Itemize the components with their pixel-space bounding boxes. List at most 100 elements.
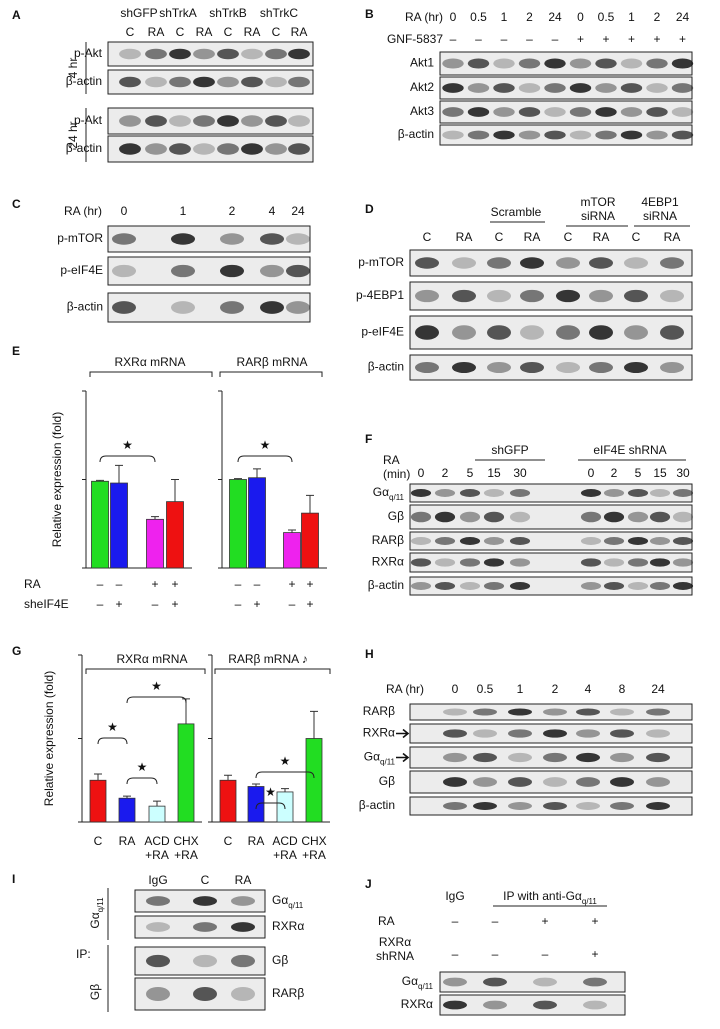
blot-band	[434, 558, 456, 567]
blot-band	[231, 986, 255, 1002]
blot-band	[286, 301, 310, 314]
arrow	[396, 752, 410, 763]
blot-strip	[439, 971, 626, 993]
blot-band	[288, 76, 310, 88]
lane-sign: +	[591, 914, 598, 928]
panel-label: E	[12, 344, 20, 358]
error-bar	[288, 529, 296, 533]
blot-strip	[107, 135, 314, 163]
label-line: ACD	[272, 834, 298, 848]
blot-band	[620, 58, 643, 69]
blot-band	[220, 264, 244, 278]
lane-sign: –	[492, 914, 499, 928]
row-label: Gβ	[388, 509, 404, 523]
lane-sign: +	[541, 914, 548, 928]
blot-band	[231, 896, 255, 906]
significance-star: ★	[260, 438, 271, 452]
blot-band	[217, 115, 239, 127]
bar	[305, 738, 323, 823]
error-bar	[253, 468, 261, 478]
chart-title: RXRα mRNA	[115, 355, 186, 369]
row-header: RA (min)	[383, 453, 410, 481]
blot-band	[119, 76, 141, 88]
x-tick-label: RA	[119, 834, 136, 848]
blot-band	[580, 558, 602, 567]
error-bar	[306, 494, 314, 514]
lane-sign: –	[450, 32, 457, 46]
error-bar	[252, 783, 260, 787]
blot-band	[556, 289, 580, 303]
lane-label: 24	[651, 682, 665, 696]
blot-band	[520, 325, 544, 340]
blot-band	[260, 264, 284, 278]
blot-band	[119, 143, 141, 155]
lane-sign: –	[475, 32, 482, 46]
lane-label: IgG	[148, 873, 167, 887]
blot-band	[443, 802, 467, 810]
time-label: 4 hr	[66, 58, 80, 79]
blot-band	[610, 729, 634, 738]
blot-band	[410, 489, 432, 497]
blot-band	[443, 729, 467, 738]
blot-band	[627, 537, 649, 545]
blot-band	[442, 107, 464, 117]
blot-band	[520, 289, 544, 303]
error-bar	[96, 479, 104, 482]
panel-label: B	[365, 7, 374, 21]
blot-band	[487, 289, 511, 303]
blot-band	[442, 83, 464, 93]
error-bar	[153, 800, 161, 807]
blot-band	[649, 511, 671, 523]
blot-band	[580, 537, 602, 545]
lane-label: RA	[593, 230, 610, 244]
blot-band	[671, 130, 694, 140]
blot-band	[145, 48, 167, 60]
title-bracket	[89, 371, 213, 377]
row-label: p-mTOR	[57, 231, 103, 245]
blot-band	[443, 1000, 467, 1010]
label-line: siRNA	[581, 209, 615, 223]
condition-sign: +	[151, 577, 158, 591]
blot-band	[646, 708, 670, 716]
bar	[177, 723, 195, 823]
row-header: RA (hr)	[386, 682, 424, 696]
blot-band	[543, 802, 567, 810]
label-sub: q/11	[582, 897, 598, 906]
lane-sign: +	[679, 32, 686, 46]
blot-band	[473, 777, 497, 787]
row-header: GNF-5837	[387, 32, 443, 46]
row-label: p-Akt	[74, 46, 103, 60]
label-line: +RA	[273, 848, 297, 862]
lane-label: RA	[456, 230, 473, 244]
blot-band	[231, 922, 255, 932]
group-label: shGFP	[120, 6, 157, 20]
blot-band	[646, 83, 668, 93]
blot-band	[660, 289, 684, 303]
blot-band	[241, 115, 263, 127]
lane-sign: –	[552, 32, 559, 46]
blot-band	[193, 954, 217, 968]
blot-band	[493, 58, 515, 69]
row-label: β-actin	[66, 141, 102, 155]
blot-band	[583, 977, 607, 987]
blot-band	[603, 489, 625, 497]
blot-band	[220, 301, 244, 314]
blot-band	[217, 143, 239, 155]
lane-label: 0.5	[598, 10, 615, 24]
blot-band	[518, 83, 541, 93]
lane-sign: –	[501, 32, 508, 46]
blot-band	[193, 115, 215, 127]
lane-label: C	[564, 230, 573, 244]
blot-strip	[107, 225, 311, 253]
bar	[89, 779, 107, 823]
bar	[247, 786, 265, 823]
condition-sign: –	[254, 577, 261, 591]
blot-band	[487, 325, 511, 340]
blot-band	[660, 362, 684, 373]
blot-band	[580, 511, 602, 523]
blot-band	[265, 143, 287, 155]
bar	[91, 480, 109, 569]
blot-band	[624, 289, 648, 303]
blot-band	[415, 325, 439, 340]
lane-label: 0	[577, 10, 584, 24]
